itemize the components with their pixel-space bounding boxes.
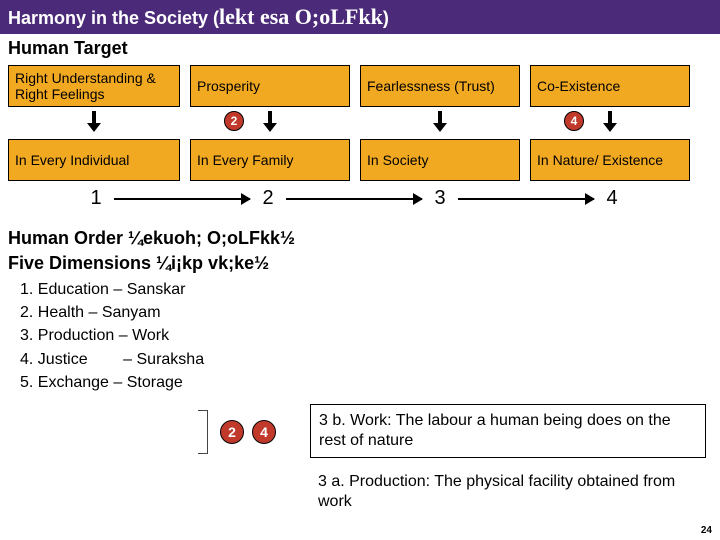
sequence-num-4: 4 — [602, 187, 622, 210]
arrow-down-icon — [608, 111, 612, 125]
slide-title: Harmony in the Society (lekt esa O;oLFkk… — [0, 0, 720, 34]
dimensions-list: 1. Education – Sanskar2. Health – Sanyam… — [0, 278, 720, 394]
sequence-num-3: 3 — [430, 187, 450, 210]
arrow-down-icon — [268, 111, 272, 125]
page-number: 24 — [701, 525, 712, 536]
scope-box-3: In Nature/ Existence — [530, 139, 690, 181]
dimension-item-2: 2. Health – Sanyam — [20, 301, 700, 324]
human-order-heading: Human Order ¼ekuoh; O;oLFkk½ — [0, 224, 720, 249]
subtitle: Human Target — [0, 34, 720, 61]
title-styled: lekt esa O;oLFkk — [219, 4, 383, 29]
badge-2: 2 — [220, 420, 244, 444]
target-box-1: Prosperity — [190, 65, 350, 107]
arrow-right-icon — [286, 198, 422, 200]
targets-row: Right Understanding & Right FeelingsPros… — [0, 65, 720, 107]
arrow-right-icon — [114, 198, 250, 200]
target-box-2: Fearlessness (Trust) — [360, 65, 520, 107]
dimension-item-3: 3. Production – Work — [20, 324, 700, 347]
dimension-item-4: 4. Justice – Suraksha — [20, 348, 700, 371]
dimension-item-1: 1. Education – Sanskar — [20, 278, 700, 301]
arrows-row: 24 — [0, 109, 720, 135]
top-badge-2: 2 — [224, 111, 244, 131]
arrow-down-icon — [438, 111, 442, 125]
title-close: ) — [383, 8, 389, 28]
scope-box-0: In Every Individual — [8, 139, 180, 181]
badge-4: 4 — [252, 420, 276, 444]
scope-box-2: In Society — [360, 139, 520, 181]
target-box-0: Right Understanding & Right Feelings — [8, 65, 180, 107]
five-dimensions-heading: Five Dimensions ¼i¡kp vk;ke½ — [0, 249, 720, 274]
scopes-row: In Every IndividualIn Every FamilyIn Soc… — [0, 139, 720, 181]
note-3a: 3 a. Production: The physical facility o… — [310, 466, 706, 518]
top-badge-4: 4 — [564, 111, 584, 131]
target-box-3: Co-Existence — [530, 65, 690, 107]
arrow-down-icon — [92, 111, 96, 125]
sequence-num-1: 1 — [86, 187, 106, 210]
note-3b: 3 b. Work: The labour a human being does… — [310, 404, 706, 458]
title-plain: Harmony in the Society ( — [8, 8, 219, 28]
dimension-item-5: 5. Exchange – Storage — [20, 371, 700, 394]
scope-box-1: In Every Family — [190, 139, 350, 181]
arrow-right-icon — [458, 198, 594, 200]
sequence-num-2: 2 — [258, 187, 278, 210]
bracket-icon — [198, 410, 208, 454]
sequence-row: 1 2 3 4 — [0, 187, 720, 210]
